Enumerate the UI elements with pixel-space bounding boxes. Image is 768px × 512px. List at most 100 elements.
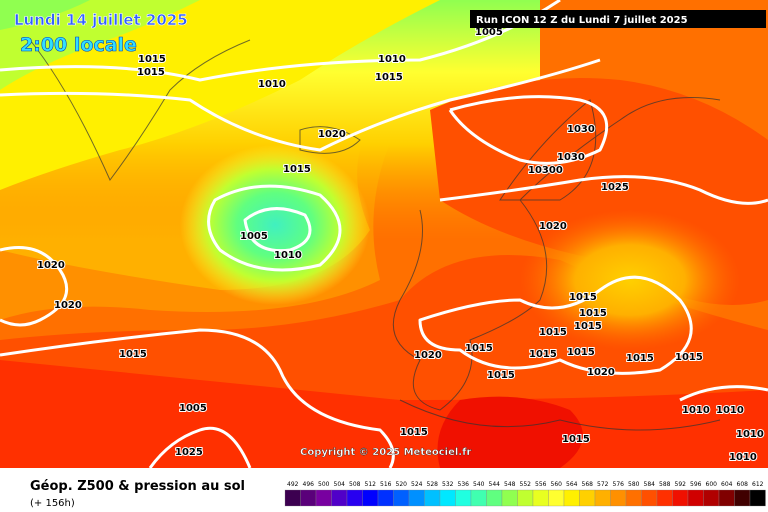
isobar-label: 1015 bbox=[675, 352, 703, 363]
scale-label: 604 bbox=[721, 481, 733, 488]
scale-cell bbox=[672, 489, 689, 507]
scale-cell bbox=[625, 489, 642, 507]
scale-cell bbox=[532, 489, 549, 507]
isobar-label: 1005 bbox=[240, 231, 268, 242]
scale-label: 608 bbox=[737, 481, 749, 488]
isobar-label: 1015 bbox=[569, 292, 597, 303]
map-background bbox=[0, 0, 768, 468]
isobar-label: 1005 bbox=[179, 403, 207, 414]
scale-label: 584 bbox=[644, 481, 656, 488]
scale-cell bbox=[517, 489, 534, 507]
isobar-label: 1015 bbox=[465, 343, 493, 354]
scale-label: 572 bbox=[597, 481, 609, 488]
scale-cell bbox=[346, 489, 363, 507]
scale-label: 520 bbox=[396, 481, 408, 488]
scale-label: 540 bbox=[473, 481, 485, 488]
scale-label: 548 bbox=[504, 481, 516, 488]
isobar-labels: 1005 1015 1015 1010 1015 1010 1020 1030 1015 1030… bbox=[36, 26, 765, 464]
scale-cell bbox=[300, 489, 317, 507]
isobar-label: 1010 bbox=[716, 405, 744, 416]
isobar-label: 1030 bbox=[567, 124, 595, 135]
scale-cell bbox=[703, 489, 720, 507]
isobar-label: 1020 bbox=[318, 129, 346, 140]
scale-label: 528 bbox=[427, 481, 439, 488]
scale-cell bbox=[331, 489, 348, 507]
scale-cell bbox=[486, 489, 503, 507]
scale-label: 564 bbox=[566, 481, 578, 488]
isobar-label: 1020 bbox=[539, 221, 567, 232]
isobar-label: 1015 bbox=[375, 72, 403, 83]
scale-cell bbox=[563, 489, 580, 507]
scale-cell bbox=[656, 489, 673, 507]
scale-label: 600 bbox=[706, 481, 718, 488]
scale-label: 500 bbox=[318, 481, 330, 488]
scale-cell bbox=[377, 489, 394, 507]
scale-cell bbox=[362, 489, 379, 507]
isobar-label: 1015 bbox=[574, 321, 602, 332]
isobar-label: 1015 bbox=[529, 349, 557, 360]
scale-label: 588 bbox=[659, 481, 671, 488]
isobar-label: 1015 bbox=[579, 308, 607, 319]
scale-cell bbox=[734, 489, 751, 507]
scale-cell bbox=[315, 489, 332, 507]
scale-cell bbox=[284, 489, 301, 507]
isobar-label: 1020 bbox=[414, 350, 442, 361]
run-info: Run ICON 12 Z du Lundi 7 juillet 2025 bbox=[476, 15, 688, 26]
scale-cell bbox=[687, 489, 704, 507]
isobar-label: 1010 bbox=[729, 452, 757, 463]
isobar-label: 1010 bbox=[274, 250, 302, 261]
scale-label: 536 bbox=[458, 481, 470, 488]
scale-label: 496 bbox=[303, 481, 315, 488]
isobar-label: 1015 bbox=[626, 353, 654, 364]
scale-cell bbox=[641, 489, 658, 507]
isobar-label: 1010 bbox=[378, 54, 406, 65]
isobar-label: 1015 bbox=[567, 347, 595, 358]
isobar-label: 1025 bbox=[601, 182, 629, 193]
isobar-label: 1005 bbox=[475, 27, 503, 38]
scale-label: 492 bbox=[287, 481, 299, 488]
copyright: Copyright © 2025 Meteociel.fr bbox=[300, 447, 471, 458]
isobar-label: 1025 bbox=[175, 447, 203, 458]
scale-label: 504 bbox=[334, 481, 346, 488]
run-box bbox=[470, 10, 766, 28]
footer-lead: (+ 156h) bbox=[30, 498, 75, 509]
isobar-label: 1015 bbox=[137, 67, 165, 78]
scale-cell bbox=[408, 489, 425, 507]
scale-label: 544 bbox=[489, 481, 501, 488]
time: 2:00 locale bbox=[20, 34, 137, 56]
isobar-label: 10300 bbox=[528, 165, 563, 176]
footer-title: Géop. Z500 & pression au sol bbox=[30, 479, 245, 494]
isobar-label: 1030 bbox=[557, 152, 585, 163]
scale-label: 592 bbox=[675, 481, 687, 488]
color-scale: 492 496 500 504 508 512 516 520 524 528 532 536 540 5… bbox=[284, 481, 766, 507]
scale-label: 568 bbox=[582, 481, 594, 488]
isobar-label: 1020 bbox=[37, 260, 65, 271]
scale-label: 552 bbox=[520, 481, 532, 488]
scale-label: 596 bbox=[690, 481, 702, 488]
scale-cell bbox=[393, 489, 410, 507]
scale-cell bbox=[594, 489, 611, 507]
scale-cell bbox=[718, 489, 735, 507]
isobar-label: 1015 bbox=[562, 434, 590, 445]
scale-cell bbox=[579, 489, 596, 507]
scale-cell bbox=[455, 489, 472, 507]
isobar-label: 1020 bbox=[54, 300, 82, 311]
scale-label: 560 bbox=[551, 481, 563, 488]
isobar-label: 1020 bbox=[587, 367, 615, 378]
scale-cell bbox=[470, 489, 487, 507]
isobar-label: 1015 bbox=[487, 370, 515, 381]
scale-cell bbox=[749, 489, 766, 507]
scale-label: 556 bbox=[535, 481, 547, 488]
isobar-label: 1015 bbox=[119, 349, 147, 360]
scale-label: 580 bbox=[628, 481, 640, 488]
coastlines bbox=[29, 39, 721, 431]
isobar-label: 1010 bbox=[682, 405, 710, 416]
isobar-label: 1015 bbox=[138, 54, 166, 65]
scale-cell bbox=[439, 489, 456, 507]
scale-label: 576 bbox=[613, 481, 625, 488]
scale-cell bbox=[610, 489, 627, 507]
scale-cell bbox=[548, 489, 565, 507]
scale-cell bbox=[424, 489, 441, 507]
